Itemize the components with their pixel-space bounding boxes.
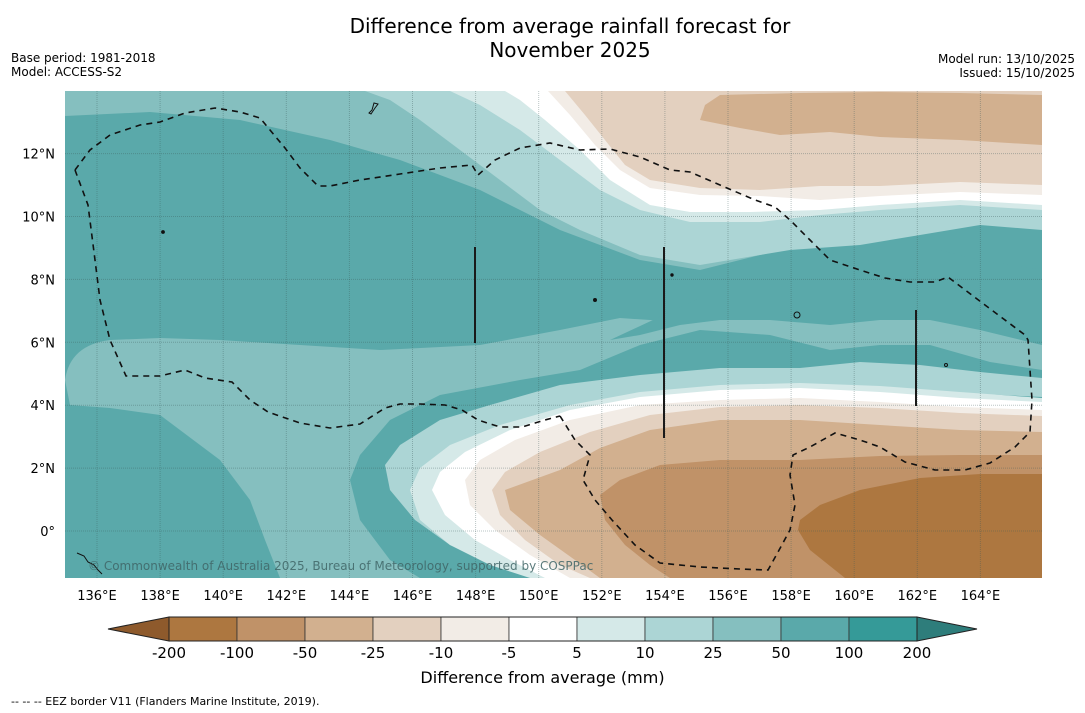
y-tick-label: 12°N	[22, 148, 55, 163]
x-tick-label: 150°E	[519, 589, 559, 604]
x-tick-labels: 136°E 138°E 140°E 142°E 144°E 146°E 148°E 150°E…	[77, 589, 1000, 604]
colorbar-tick-label: -50	[293, 644, 318, 662]
x-tick-label: 160°E	[834, 589, 874, 604]
colorbar-label: Difference from average (mm)	[420, 668, 665, 687]
colorbar-tick-label: 50	[771, 644, 790, 662]
colorbar-tick-label: -10	[429, 644, 454, 662]
boundary-lines	[474, 247, 917, 438]
island-palau	[76, 552, 103, 575]
colorbar-extend-high	[916, 616, 978, 642]
eez-footnote: -- -- -- EEZ border V11 (Flanders Marine…	[11, 695, 320, 708]
island-dot-4	[944, 363, 948, 367]
x-tick-label: 162°E	[898, 589, 938, 604]
title-line-1: Difference from average rainfall forecas…	[349, 14, 791, 38]
island-dot-1	[161, 230, 165, 234]
meta-left: Base period: 1981-2018 Model: ACCESS-S2	[11, 51, 156, 79]
colorbar-tick-label: 200	[903, 644, 932, 662]
model-run: Model run: 13/10/2025	[937, 52, 1075, 66]
colorbar-tick-label: -5	[502, 644, 517, 662]
contour-layer	[65, 91, 1042, 578]
contour-50-100-east	[610, 248, 1042, 345]
colorbar-tick-label: 5	[572, 644, 582, 662]
colorbar-tick-label: -25	[361, 644, 386, 662]
x-tick-label: 158°E	[771, 589, 811, 604]
colorbar-swatch	[440, 616, 510, 642]
colorbar-extend-low	[107, 616, 170, 642]
x-tick-label: 142°E	[267, 589, 307, 604]
x-tick-label: 140°E	[203, 589, 243, 604]
copyright-text: © Commonwealth of Australia 2025, Bureau…	[88, 559, 593, 573]
contour-25-50-south	[65, 262, 1042, 578]
contour-minus200-minus100-south	[798, 474, 1042, 578]
meta-right: Model run: 13/10/2025 Issued: 15/10/2025	[938, 52, 1075, 80]
y-tick-label: 2°N	[31, 462, 56, 477]
title-line-2: November 2025	[489, 38, 651, 62]
colorbar-tick-label: -100	[220, 644, 254, 662]
colorbar-swatch	[644, 616, 714, 642]
issued-date: Issued: 15/10/2025	[959, 66, 1075, 80]
colorbar-tick-label: 25	[703, 644, 722, 662]
colorbar-swatch	[712, 616, 782, 642]
base-period: Base period: 1981-2018	[11, 51, 156, 65]
y-tick-label: 0°	[40, 525, 55, 540]
x-tick-label: 152°E	[582, 589, 622, 604]
island-dot-3	[670, 273, 674, 277]
colorbar-tick-labels: -200 -100 -50 -25 -10 -5 5 10 25 50 100 200	[152, 644, 931, 662]
colorbar	[107, 616, 978, 642]
eez-borders	[74, 107, 1033, 571]
x-tick-label: 146°E	[393, 589, 433, 604]
eez-border-palau-fsm-west	[74, 107, 1026, 336]
y-tick-label: 6°N	[31, 336, 56, 351]
colorbar-tick-label: -200	[152, 644, 186, 662]
islands	[76, 102, 948, 575]
x-tick-label: 144°E	[330, 589, 370, 604]
gridlines	[65, 91, 1042, 578]
model-name: Model: ACCESS-S2	[11, 65, 123, 79]
colorbar-tick-label: 10	[635, 644, 654, 662]
colorbar-swatch	[236, 616, 306, 642]
x-tick-label: 148°E	[456, 589, 496, 604]
colorbar-outline	[168, 616, 918, 642]
contour-minus50-minus25-north	[700, 92, 1042, 145]
chart-title: Difference from average rainfall forecas…	[0, 14, 1085, 62]
x-tick-label: 164°E	[961, 589, 1001, 604]
colorbar-swatch	[576, 616, 646, 642]
colorbar-swatch	[372, 616, 442, 642]
island-dot-2	[593, 298, 597, 302]
contour-neutral-south	[432, 388, 1042, 578]
eez-border-south-loop	[559, 334, 1033, 571]
colorbar-swatch	[304, 616, 374, 642]
island-guam	[368, 102, 379, 115]
colorbar-swatch	[168, 616, 238, 642]
y-tick-label: 10°N	[22, 211, 55, 226]
x-tick-label: 138°E	[140, 589, 180, 604]
colorbar-tick-label: 100	[835, 644, 864, 662]
y-tick-label: 8°N	[31, 273, 56, 288]
x-tick-label: 154°E	[645, 589, 685, 604]
y-tick-label: 4°N	[31, 399, 56, 414]
colorbar-swatch	[848, 616, 918, 642]
island-pohnpei	[793, 311, 801, 319]
x-tick-label: 136°E	[77, 589, 117, 604]
y-tick-labels: 0° 2°N 4°N 6°N 8°N 10°N 12°N	[22, 148, 55, 540]
colorbar-swatch	[508, 616, 578, 642]
x-tick-label: 156°E	[708, 589, 748, 604]
colorbar-swatch	[780, 616, 850, 642]
